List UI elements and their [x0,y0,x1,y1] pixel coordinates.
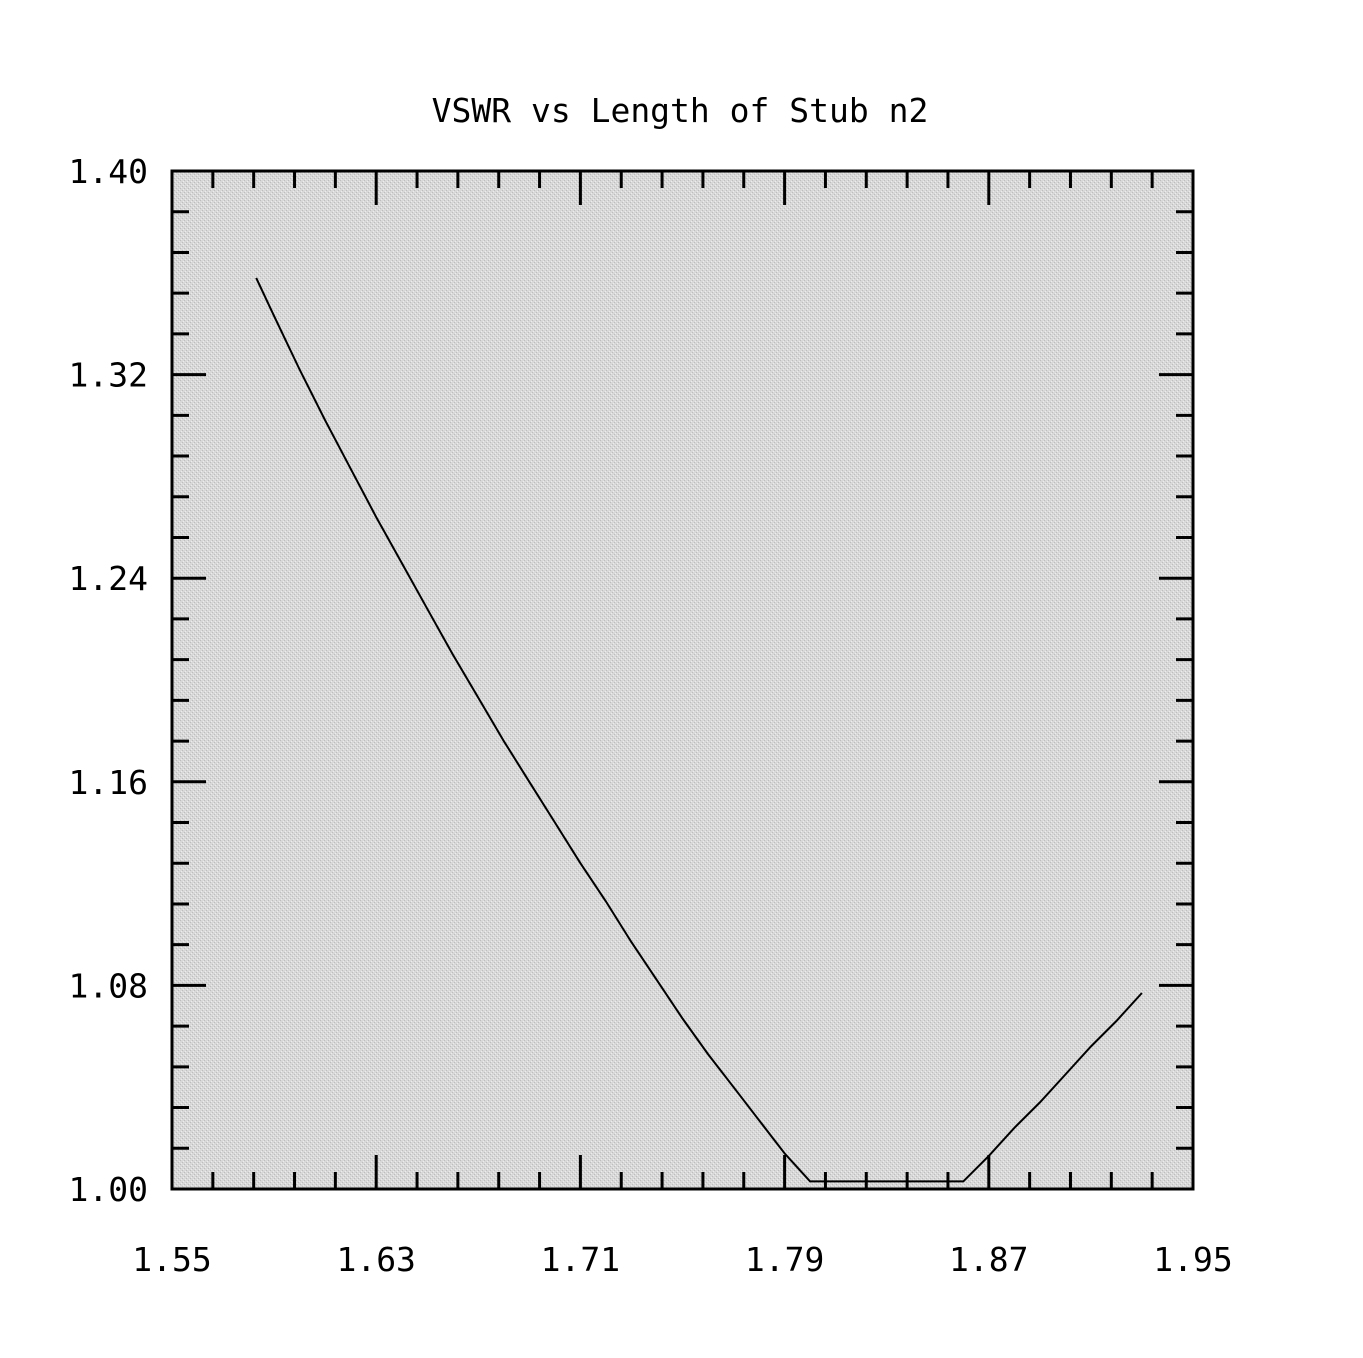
y-tick-label: 1.40 [69,152,148,191]
x-tick-label: 1.79 [745,1240,824,1279]
chart-title: VSWR vs Length of Stub n2 [432,91,929,130]
x-axis-tick-labels: 1.55 1.63 1.71 1.79 1.87 1.95 [132,1240,1232,1279]
y-axis-tick-labels: 1.00 1.08 1.16 1.24 1.32 1.40 [69,152,148,1209]
y-tick-label: 1.16 [69,763,148,802]
y-tick-label: 1.32 [69,356,148,395]
x-tick-label: 1.63 [336,1240,415,1279]
x-tick-label: 1.87 [949,1240,1028,1279]
y-tick-label: 1.24 [69,559,148,598]
series-line-vswr [255,277,1143,1183]
plot-area [170,169,1195,1191]
x-tick-label: 1.95 [1153,1240,1232,1279]
y-tick-label: 1.00 [69,1170,148,1209]
x-tick-label: 1.55 [132,1240,211,1279]
axis-ticks [172,171,1193,1189]
x-tick-label: 1.71 [541,1240,620,1279]
y-tick-label: 1.08 [69,966,148,1005]
